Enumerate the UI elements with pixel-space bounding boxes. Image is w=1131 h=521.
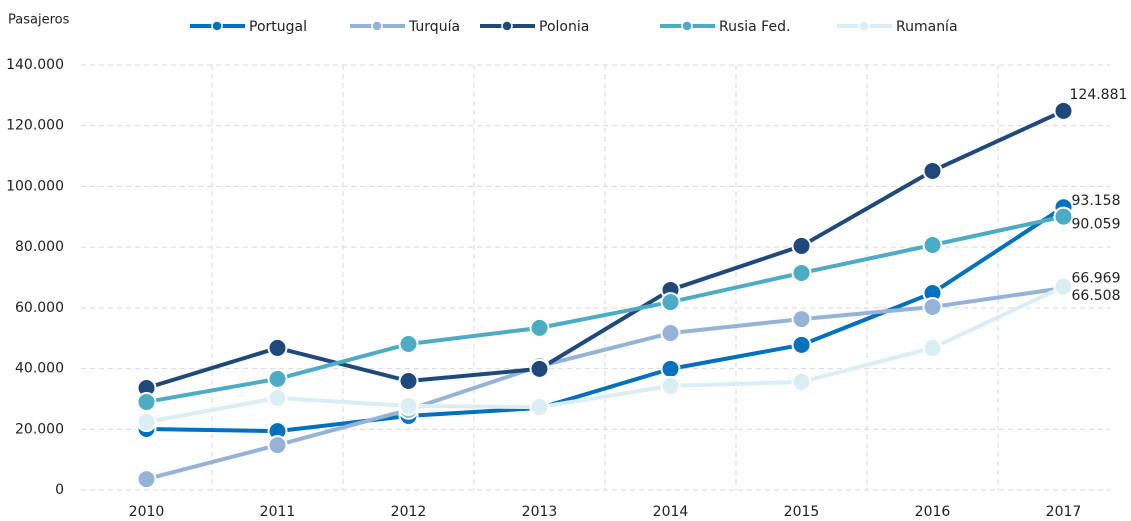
- data-point: [791, 262, 812, 283]
- x-tick-label: 2015: [784, 504, 820, 520]
- y-tick-label: 0: [55, 482, 64, 498]
- legend-marker: [501, 20, 513, 32]
- data-point: [136, 412, 157, 432]
- data-point: [791, 309, 812, 330]
- series-line: [146, 214, 1064, 404]
- legend-marker: [211, 20, 223, 32]
- data-point: [529, 317, 550, 338]
- data-label: 66.508: [1072, 288, 1121, 304]
- data-point: [398, 395, 419, 416]
- data-point: [529, 397, 550, 418]
- data-point: [267, 337, 288, 358]
- data-point: [660, 358, 681, 379]
- data-point: [267, 388, 288, 409]
- data-label: 66.969: [1072, 271, 1121, 287]
- data-point: [1053, 100, 1074, 121]
- series-line: [146, 284, 1065, 424]
- data-point: [791, 334, 812, 355]
- series-line: [145, 109, 1065, 390]
- data-label: 93.158: [1072, 193, 1121, 209]
- legend-label: Portugal: [249, 19, 307, 35]
- legend-label: Polonia: [539, 19, 589, 35]
- data-point: [922, 235, 943, 256]
- data-point: [660, 292, 681, 313]
- y-tick-label: 120.000: [6, 118, 64, 134]
- data-label: 124.881: [1070, 87, 1128, 103]
- y-tick-label: 140.000: [6, 57, 64, 73]
- y-tick-label: 20.000: [15, 421, 64, 437]
- data-point: [791, 235, 812, 256]
- data-point: [1053, 276, 1074, 297]
- legend-label: Turquía: [408, 19, 460, 35]
- y-tick-label: 100.000: [6, 178, 64, 194]
- data-point: [267, 435, 288, 456]
- y-tick-label: 80.000: [15, 239, 64, 255]
- x-tick-label: 2010: [129, 504, 165, 520]
- x-tick-label: 2011: [260, 504, 296, 520]
- data-point: [529, 358, 550, 379]
- data-point: [922, 337, 943, 358]
- legend-marker: [858, 20, 870, 32]
- x-tick-label: 2014: [653, 504, 689, 520]
- y-axis-label: Pasajeros: [8, 13, 70, 28]
- data-point: [922, 160, 943, 181]
- data-point: [398, 371, 419, 392]
- y-tick-label: 40.000: [15, 361, 64, 377]
- data-point: [922, 296, 943, 317]
- legend-label: Rumanía: [896, 19, 958, 35]
- series-line: [146, 205, 1065, 434]
- data-point: [660, 323, 681, 344]
- data-point: [267, 368, 288, 389]
- series-line: [145, 286, 1064, 482]
- data-point: [136, 469, 157, 490]
- x-tick-label: 2013: [522, 504, 558, 520]
- data-point: [1053, 206, 1074, 227]
- legend-label: Rusia Fed.: [719, 19, 790, 35]
- x-tick-label: 2017: [1046, 504, 1082, 520]
- data-point: [398, 333, 419, 354]
- data-label: 90.059: [1072, 217, 1121, 233]
- data-point: [136, 391, 157, 412]
- y-tick-label: 60.000: [15, 300, 64, 316]
- legend-marker: [681, 20, 693, 32]
- data-point: [791, 371, 812, 392]
- legend-marker: [371, 20, 383, 32]
- x-tick-label: 2012: [391, 504, 427, 520]
- data-point: [660, 375, 681, 396]
- x-tick-label: 2016: [915, 504, 951, 520]
